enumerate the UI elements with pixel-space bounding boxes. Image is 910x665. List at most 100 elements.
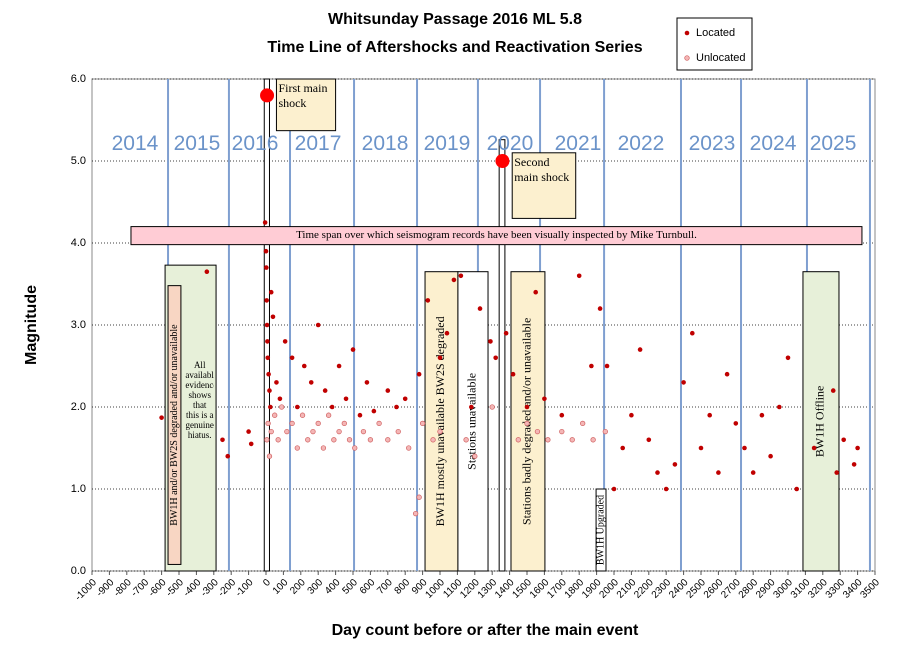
data-point [265, 420, 271, 427]
data-point [357, 412, 363, 418]
year-label: 2024 [750, 132, 797, 155]
data-point [629, 412, 634, 418]
year-label: 2015 [174, 132, 221, 155]
data-point [620, 445, 625, 451]
data-point [419, 420, 426, 427]
data-point [777, 404, 782, 410]
x-axis-label: Day count before or after the main event [332, 622, 639, 639]
data-point [320, 445, 327, 451]
data-point [343, 396, 349, 402]
region-label: First main shock [278, 81, 328, 110]
data-point [331, 437, 337, 443]
data-point [350, 347, 356, 352]
data-point [437, 428, 443, 435]
data-point [855, 445, 860, 451]
y-tick-label: 3.0 [71, 319, 86, 331]
data-point [268, 289, 274, 295]
data-point [295, 404, 300, 410]
year-label: 2016 [232, 132, 279, 155]
data-point [559, 412, 565, 418]
chart-title: Whitsunday Passage 2016 ML 5.8 [328, 11, 582, 28]
data-point [545, 437, 551, 443]
data-point [794, 486, 799, 492]
region [167, 285, 182, 565]
region [457, 271, 489, 572]
data-point [308, 380, 314, 385]
data-point [611, 486, 617, 492]
data-point [524, 404, 530, 410]
year-label: 2014 [112, 132, 159, 155]
data-point [406, 445, 412, 451]
legend-marker [684, 30, 690, 36]
region-label: All available evidence shows that this i… [185, 359, 214, 440]
region-label: BW1H Offline [813, 386, 827, 457]
data-point [510, 371, 516, 377]
data-point [733, 421, 739, 426]
data-point [655, 470, 660, 475]
data-point [268, 428, 274, 435]
data-point [463, 437, 469, 443]
data-point [580, 420, 586, 427]
data-point [264, 437, 270, 443]
region-label: BW1H mostly unavailable BW2S degraded [433, 316, 447, 526]
data-point [416, 494, 422, 500]
data-point [265, 355, 271, 361]
data-point [559, 428, 565, 435]
data-point [220, 437, 225, 443]
year-label: 2022 [618, 132, 665, 155]
data-point [503, 330, 509, 336]
data-point [225, 453, 231, 459]
data-point [690, 330, 695, 336]
data-point [707, 412, 712, 418]
data-point [437, 355, 443, 361]
main-shock [495, 154, 510, 168]
data-point [272, 412, 278, 418]
region-label: BW1H Upgraded [595, 495, 606, 565]
data-point [263, 248, 269, 254]
data-point [159, 415, 164, 420]
data-point [698, 445, 704, 451]
data-point [716, 470, 721, 475]
region [424, 271, 459, 572]
y-tick-label: 0.0 [71, 565, 86, 577]
data-point [524, 420, 530, 427]
data-point [430, 437, 436, 443]
data-point [279, 404, 285, 410]
data-point [597, 306, 603, 311]
data-point [395, 428, 401, 435]
data-point [367, 437, 374, 443]
data-point [264, 322, 270, 328]
chart-subtitle: Time Line of Aftershocks and Reactivatio… [267, 39, 642, 56]
data-point [264, 298, 269, 303]
data-point [346, 437, 353, 443]
data-point [742, 445, 747, 451]
data-point [336, 428, 342, 435]
year-label: 2017 [295, 132, 342, 155]
data-point [425, 298, 431, 303]
year-label: 2021 [555, 132, 602, 155]
region [595, 488, 607, 572]
region [275, 78, 337, 132]
y-tick-label: 6.0 [71, 73, 86, 85]
data-point [364, 380, 370, 385]
data-point [277, 396, 283, 402]
y-axis-label: Magnitude [23, 285, 40, 365]
legend-label: Located [696, 27, 735, 39]
data-point [329, 404, 335, 410]
data-point [322, 388, 328, 393]
data-point [589, 363, 594, 369]
data-point [646, 437, 652, 443]
data-point [352, 445, 358, 451]
region [802, 271, 840, 572]
region [511, 152, 577, 219]
data-point [270, 314, 276, 320]
legend-marker [684, 55, 690, 61]
data-point [750, 470, 756, 475]
data-point [489, 404, 495, 410]
data-point [488, 339, 493, 344]
data-point [268, 404, 273, 410]
data-point [663, 486, 669, 492]
data-point [336, 363, 342, 369]
data-point [493, 355, 498, 361]
data-point [724, 371, 730, 377]
